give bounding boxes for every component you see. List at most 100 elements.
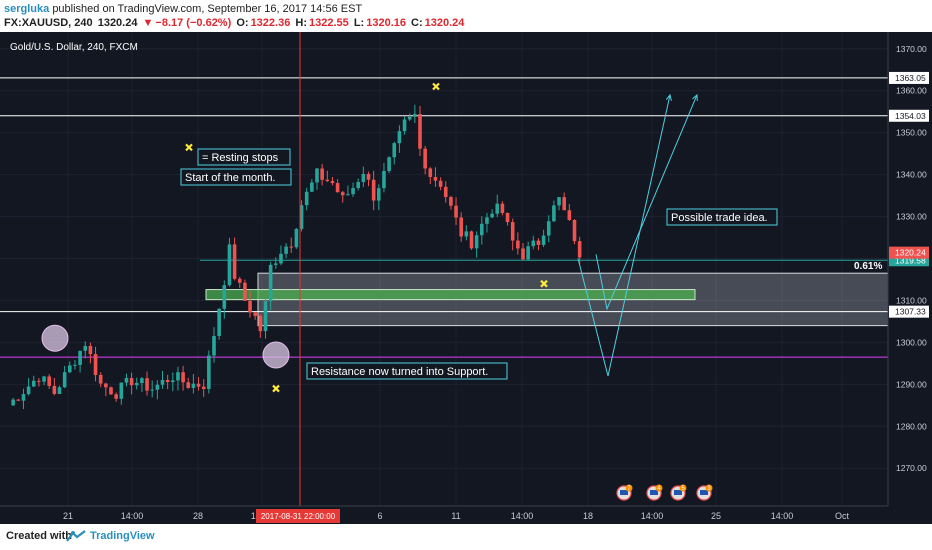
candle-body <box>52 385 57 394</box>
green-band <box>205 289 696 301</box>
candle-body <box>274 263 278 265</box>
event-flag-icon <box>646 484 663 501</box>
candle-body <box>62 372 67 388</box>
candle-body <box>382 171 386 189</box>
candle-body <box>531 240 536 247</box>
candle-body <box>315 168 319 183</box>
tradingview-logo-icon <box>66 530 86 542</box>
open-value: 1322.36 <box>250 17 291 29</box>
candle-body <box>73 364 77 366</box>
candle-body <box>140 378 144 384</box>
candle-body <box>268 264 273 302</box>
candle-body <box>320 168 324 180</box>
resting-stop-marker <box>185 143 193 152</box>
resting-stop-marker <box>540 279 548 288</box>
level-tag: 1354.03 <box>895 111 926 121</box>
candle-body <box>284 246 288 254</box>
candle-body <box>330 181 335 184</box>
low-label: L: <box>353 17 365 29</box>
price-tick-label: 1360.00 <box>896 86 927 96</box>
candle-body <box>438 180 443 187</box>
event-flag-count: 7 <box>627 486 631 492</box>
candle-body <box>433 176 438 181</box>
touch-circle <box>41 324 69 352</box>
cursor-date-label: 2017-08-31 22:00:00 <box>261 512 336 521</box>
candle-body <box>562 197 566 211</box>
candle-body <box>207 355 211 390</box>
level-tag-bg <box>889 254 929 267</box>
candle-body <box>243 282 247 301</box>
last-price-tag: 1320.24 <box>895 248 926 258</box>
resting-stop-marker <box>432 82 440 91</box>
candle-body <box>480 223 484 236</box>
time-tick-label: 14:00 <box>511 511 534 521</box>
candle-body <box>402 119 407 132</box>
time-tick-label: 6 <box>377 511 382 521</box>
price-tick-label: 1350.00 <box>896 128 927 138</box>
projection-arrowhead <box>692 93 698 101</box>
candle-body <box>237 278 242 283</box>
author-link[interactable]: sergluka <box>4 3 50 15</box>
candle-body <box>129 378 134 386</box>
candle-body <box>201 386 206 390</box>
candle-body <box>279 253 283 264</box>
candle-body <box>423 148 427 169</box>
candle-body <box>98 374 103 384</box>
candle-body <box>47 376 51 386</box>
candle-body <box>31 380 36 387</box>
candle-body <box>428 168 433 177</box>
candle-body <box>577 241 582 258</box>
annotation-trade-idea: Possible trade idea. <box>671 212 768 224</box>
tradingview-brand[interactable]: TradingView <box>90 530 155 542</box>
candle-body <box>413 114 417 117</box>
candle-body <box>217 308 221 337</box>
touch-circle <box>262 341 290 369</box>
legend-resting-stops: = Resting stops <box>202 152 279 164</box>
fib-label: 0.61% <box>854 261 882 272</box>
candle-body <box>263 301 268 332</box>
candle-body <box>304 191 309 206</box>
event-flag-icon <box>616 484 633 501</box>
time-tick-label: 14:00 <box>771 511 794 521</box>
price-tick-label: 1280.00 <box>896 421 927 431</box>
candle-body <box>83 345 88 351</box>
candle-body <box>227 244 232 286</box>
level-tag-bg <box>889 305 929 318</box>
candle-body <box>57 387 62 394</box>
annotation-resistance-box <box>306 362 508 380</box>
candle-body <box>68 365 72 373</box>
candle-body <box>361 173 366 182</box>
candle-body <box>299 205 304 229</box>
candle-body <box>155 384 160 390</box>
candle-body <box>160 379 165 385</box>
event-flag-count: 5 <box>681 486 685 492</box>
resting-stop-marker <box>272 384 280 393</box>
candle-body <box>181 372 185 383</box>
candle-body <box>289 246 294 248</box>
time-tick-label: 18 <box>583 511 593 521</box>
candle-body <box>109 387 113 395</box>
candle-body <box>536 240 541 245</box>
candle-body <box>222 285 227 309</box>
candle-body <box>371 179 376 201</box>
candle-body <box>325 179 330 182</box>
candle-body <box>464 231 469 237</box>
candle-body <box>557 197 561 206</box>
price-chart[interactable]: = Resting stops Start of the month. Resist… <box>0 32 932 524</box>
level-tag-bg <box>889 109 929 122</box>
low-value: 1320.16 <box>366 17 406 29</box>
candle-body <box>505 212 510 223</box>
candle-body <box>510 222 515 241</box>
publication-header: sergluka published on TradingView.com, S… <box>0 0 932 32</box>
candle-body <box>248 300 252 313</box>
candle-body <box>567 210 572 220</box>
event-flag-count: 3 <box>707 486 711 492</box>
candle-body <box>165 379 170 383</box>
time-tick-label: 14:00 <box>641 511 664 521</box>
event-flag-icon <box>670 484 687 501</box>
candle-body <box>346 194 350 196</box>
chart-area[interactable]: = Resting stops Start of the month. Resist… <box>0 32 932 524</box>
level-tag: 1307.33 <box>895 307 926 317</box>
price-tick-label: 1370.00 <box>896 44 927 54</box>
candle-body <box>16 399 21 401</box>
